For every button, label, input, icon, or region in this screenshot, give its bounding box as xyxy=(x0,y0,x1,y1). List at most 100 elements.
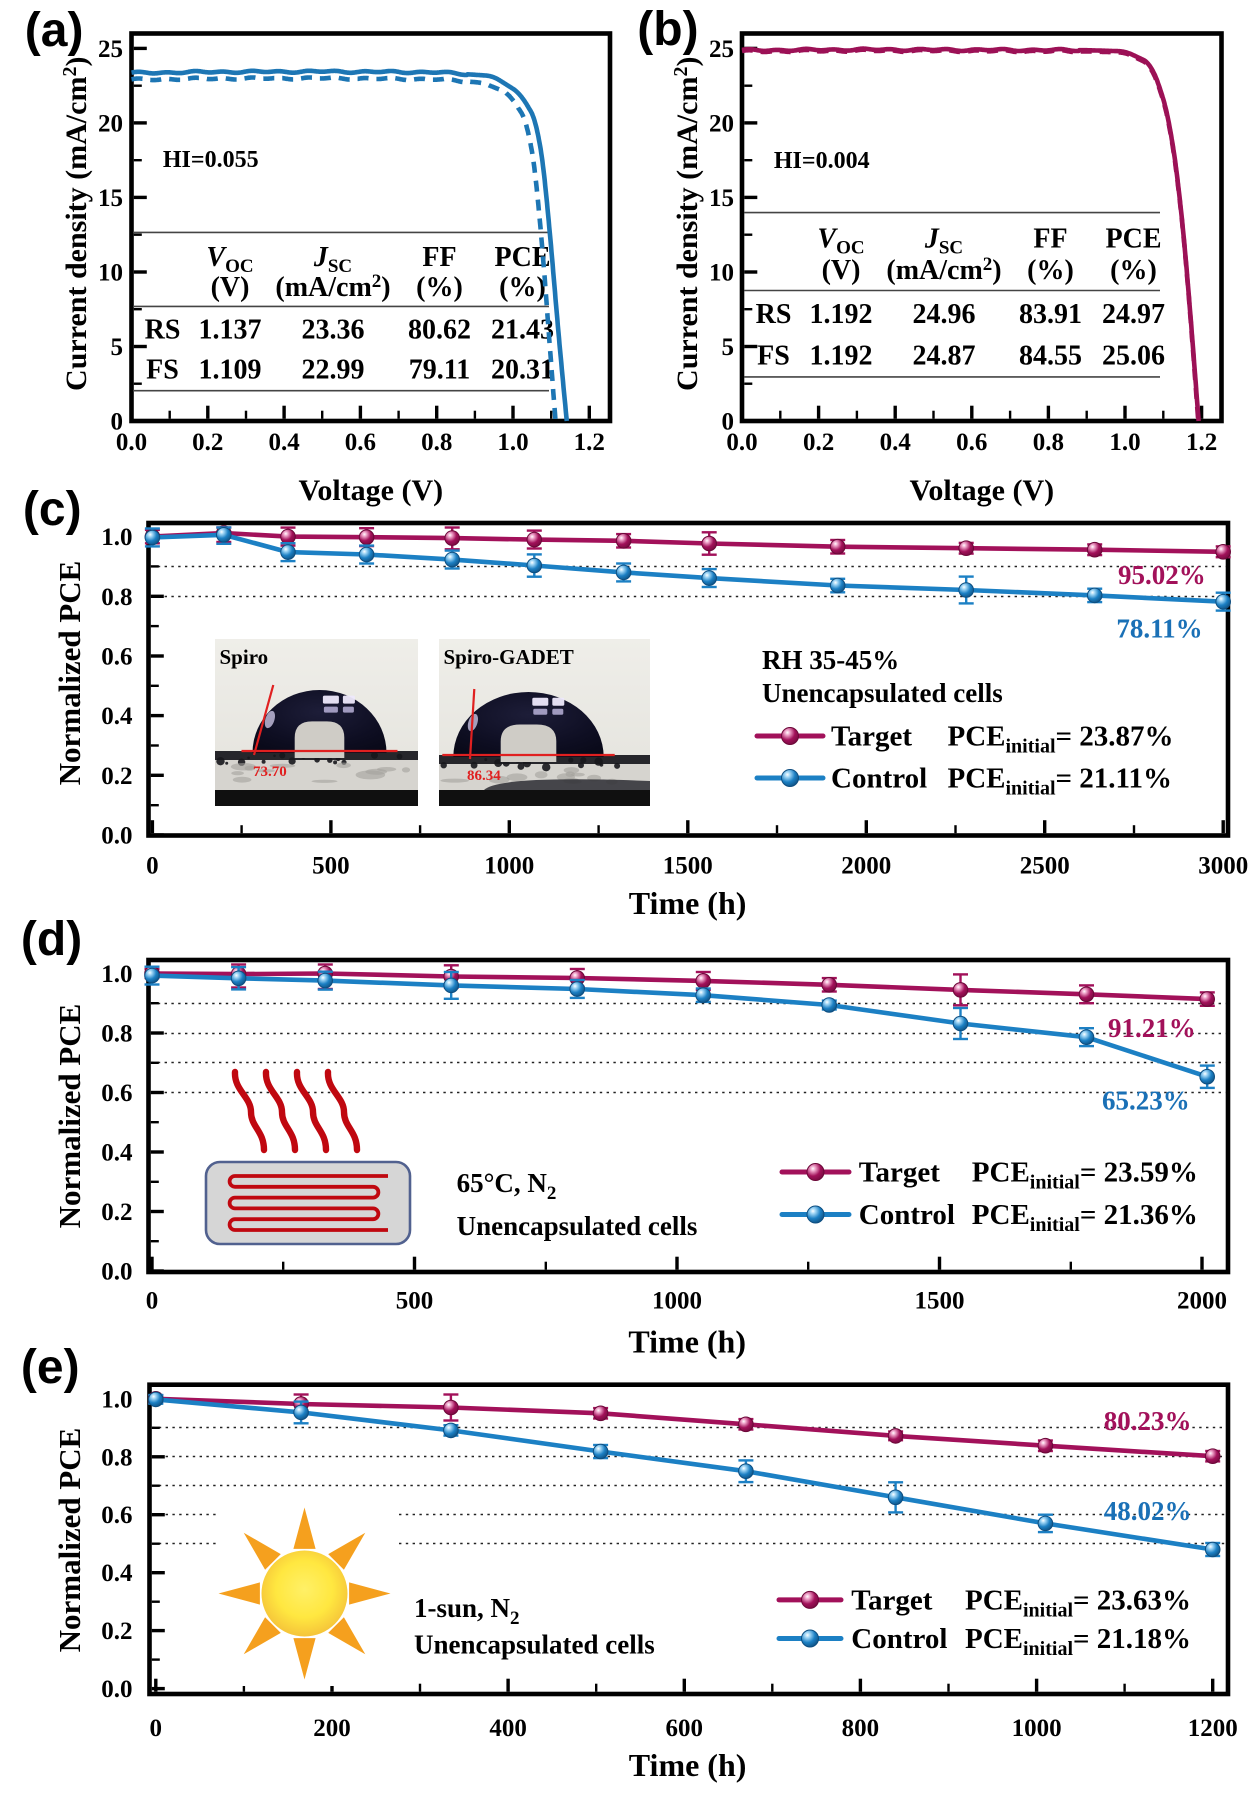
svg-text:1.0: 1.0 xyxy=(1109,429,1140,456)
svg-text:Unencapsulated cells: Unencapsulated cells xyxy=(457,1211,698,1241)
svg-text:0.6: 0.6 xyxy=(101,644,132,671)
svg-text:1.192: 1.192 xyxy=(810,340,873,371)
svg-text:1000: 1000 xyxy=(652,1288,702,1315)
svg-text:0.2: 0.2 xyxy=(101,1199,132,1226)
svg-text:1.0: 1.0 xyxy=(497,429,528,456)
svg-text:22.99: 22.99 xyxy=(302,355,365,386)
svg-text:0.0: 0.0 xyxy=(101,823,132,850)
svg-text:73.70: 73.70 xyxy=(253,764,287,780)
svg-text:(%): (%) xyxy=(499,272,546,303)
svg-text:VOC: VOC xyxy=(206,242,253,277)
svg-text:(mA/cm2): (mA/cm2) xyxy=(275,271,390,303)
svg-text:0.6: 0.6 xyxy=(101,1502,132,1529)
svg-text:(c): (c) xyxy=(23,483,82,536)
svg-text:Current density (mA/cm2): Current density (mA/cm2) xyxy=(59,57,93,391)
svg-text:0.8: 0.8 xyxy=(101,1021,132,1048)
svg-text:0.0: 0.0 xyxy=(101,1676,132,1703)
svg-text:20: 20 xyxy=(98,110,123,137)
svg-text:0: 0 xyxy=(150,1715,163,1742)
svg-text:0.8: 0.8 xyxy=(101,584,132,611)
svg-text:1500: 1500 xyxy=(663,853,713,880)
svg-text:10: 10 xyxy=(709,260,734,287)
svg-text:Target: Target xyxy=(831,721,912,753)
svg-text:HI=0.055: HI=0.055 xyxy=(163,147,259,173)
svg-text:Spiro-GADET: Spiro-GADET xyxy=(444,645,574,669)
svg-text:500: 500 xyxy=(396,1288,434,1315)
svg-text:24.96: 24.96 xyxy=(913,299,976,330)
svg-text:25: 25 xyxy=(98,36,123,63)
svg-text:Normalized PCE: Normalized PCE xyxy=(52,561,87,786)
svg-text:0.6: 0.6 xyxy=(101,1080,132,1107)
svg-text:0: 0 xyxy=(146,1288,159,1315)
svg-text:0.6: 0.6 xyxy=(956,429,987,456)
svg-text:PCEinitial= 23.87%: PCEinitial= 23.87% xyxy=(948,721,1174,758)
svg-text:(d): (d) xyxy=(21,913,82,966)
svg-text:1.0: 1.0 xyxy=(101,961,132,988)
svg-text:(%): (%) xyxy=(1027,255,1074,286)
svg-text:0.8: 0.8 xyxy=(1033,429,1064,456)
svg-text:24.87: 24.87 xyxy=(913,340,976,371)
svg-text:PCEinitial= 21.18%: PCEinitial= 21.18% xyxy=(965,1623,1191,1660)
svg-text:Unencapsulated cells: Unencapsulated cells xyxy=(762,678,1003,708)
svg-text:48.02%: 48.02% xyxy=(1104,1496,1192,1526)
svg-text:RH 35-45%: RH 35-45% xyxy=(762,645,899,675)
svg-text:(mA/cm2): (mA/cm2) xyxy=(886,254,1001,286)
svg-text:PCEinitial= 21.11%: PCEinitial= 21.11% xyxy=(948,763,1172,800)
svg-text:JSC: JSC xyxy=(924,223,963,258)
svg-text:(e): (e) xyxy=(21,1341,80,1394)
svg-text:95.02%: 95.02% xyxy=(1118,560,1206,590)
svg-text:(%): (%) xyxy=(1110,255,1157,286)
svg-text:1.109: 1.109 xyxy=(199,355,262,386)
svg-text:80.23%: 80.23% xyxy=(1104,1406,1192,1436)
svg-text:0.8: 0.8 xyxy=(101,1444,132,1471)
svg-text:0.4: 0.4 xyxy=(101,703,133,730)
svg-text:0.2: 0.2 xyxy=(192,429,223,456)
svg-text:Control: Control xyxy=(859,1199,955,1231)
svg-text:0.4: 0.4 xyxy=(101,1560,133,1587)
svg-text:20: 20 xyxy=(709,110,734,137)
svg-text:PCEinitial= 21.36%: PCEinitial= 21.36% xyxy=(972,1199,1198,1236)
svg-text:VOC: VOC xyxy=(817,223,864,258)
svg-text:23.36: 23.36 xyxy=(302,315,365,346)
svg-text:Unencapsulated cells: Unencapsulated cells xyxy=(414,1630,655,1660)
svg-text:Time (h): Time (h) xyxy=(629,1747,747,1783)
svg-text:83.91: 83.91 xyxy=(1019,299,1082,330)
svg-text:Target: Target xyxy=(859,1157,940,1189)
svg-text:5: 5 xyxy=(111,334,124,361)
svg-text:1.2: 1.2 xyxy=(1186,429,1217,456)
svg-text:0: 0 xyxy=(146,853,159,880)
svg-text:0.0: 0.0 xyxy=(116,429,147,456)
svg-text:1.2: 1.2 xyxy=(574,429,605,456)
svg-text:86.34: 86.34 xyxy=(467,768,501,784)
svg-text:JSC: JSC xyxy=(313,242,352,277)
svg-text:PCEinitial= 23.59%: PCEinitial= 23.59% xyxy=(972,1157,1198,1194)
svg-text:Time (h): Time (h) xyxy=(628,1324,746,1360)
svg-text:0.8: 0.8 xyxy=(421,429,452,456)
svg-text:Control: Control xyxy=(851,1623,947,1655)
svg-text:1000: 1000 xyxy=(484,853,534,880)
svg-text:1.137: 1.137 xyxy=(199,315,262,346)
svg-text:Normalized PCE: Normalized PCE xyxy=(52,1428,87,1653)
svg-text:25: 25 xyxy=(709,36,734,63)
svg-text:80.62: 80.62 xyxy=(408,315,471,346)
svg-text:24.97: 24.97 xyxy=(1102,299,1165,330)
svg-text:0.2: 0.2 xyxy=(101,1618,132,1645)
svg-text:(V): (V) xyxy=(822,255,861,286)
svg-text:65.23%: 65.23% xyxy=(1102,1086,1190,1116)
svg-text:(b): (b) xyxy=(637,3,698,56)
svg-text:800: 800 xyxy=(842,1715,880,1742)
svg-text:(%): (%) xyxy=(416,272,463,303)
svg-text:Normalized PCE: Normalized PCE xyxy=(52,1004,87,1229)
svg-text:Voltage (V): Voltage (V) xyxy=(298,474,443,507)
svg-text:79.11: 79.11 xyxy=(409,355,470,386)
svg-text:3000: 3000 xyxy=(1198,853,1248,880)
svg-text:Voltage (V): Voltage (V) xyxy=(909,474,1054,507)
svg-text:0.2: 0.2 xyxy=(101,763,132,790)
svg-text:400: 400 xyxy=(489,1715,527,1742)
svg-text:2000: 2000 xyxy=(1177,1288,1227,1315)
svg-text:Target: Target xyxy=(851,1584,932,1616)
svg-text:RS: RS xyxy=(756,299,792,330)
svg-text:FF: FF xyxy=(1033,223,1067,254)
svg-text:0.4: 0.4 xyxy=(880,429,912,456)
svg-text:Spiro: Spiro xyxy=(220,645,269,669)
